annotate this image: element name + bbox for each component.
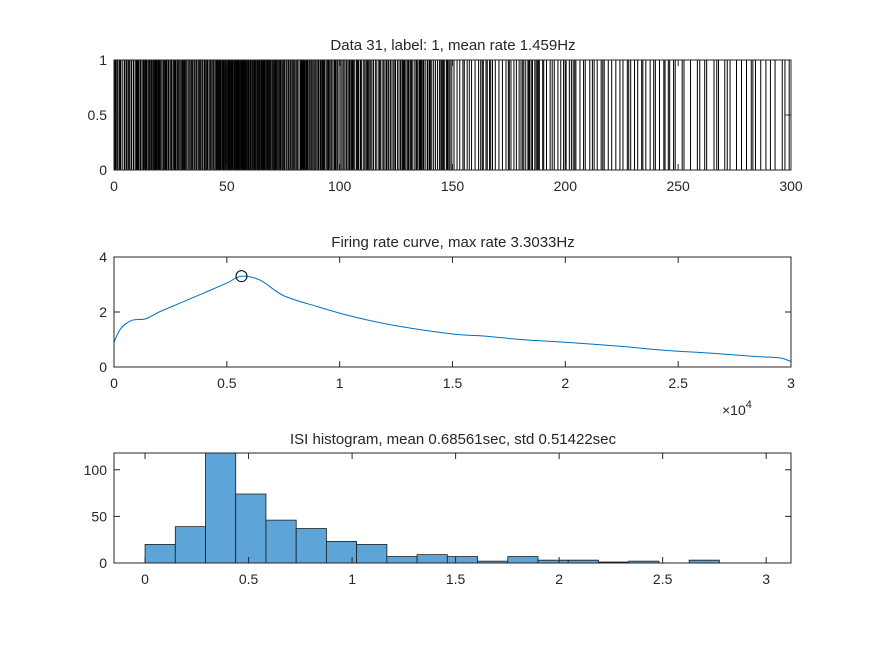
isi-bar <box>356 544 387 563</box>
rate-panel: Firing rate curve, max rate 3.3033Hz 0 0.… <box>99 234 795 418</box>
raster-x-tick-label: 50 <box>219 178 235 194</box>
raster-x-tick-label: 250 <box>666 178 690 194</box>
isi-bar-outline <box>507 556 539 563</box>
isi-x-tick-label: 1.5 <box>446 571 466 587</box>
isi-bar <box>265 520 297 563</box>
isi-x-tick-label: 0.5 <box>239 571 259 587</box>
isi-bar <box>447 556 478 563</box>
isi-title: ISI histogram, mean 0.68561sec, std 0.51… <box>290 431 617 448</box>
rate-curve-group <box>113 270 792 362</box>
isi-bar <box>175 526 206 563</box>
isi-bar <box>507 556 539 563</box>
isi-bar <box>205 453 236 563</box>
isi-bar <box>628 561 659 563</box>
isi-bar <box>145 544 176 563</box>
isi-bar <box>326 541 357 563</box>
rate-x-exponent: ×104 <box>722 399 752 418</box>
rate-x-tick-label: 2.5 <box>668 375 688 391</box>
raster-panel: Data 31, label: 1, mean rate 1.459Hz 0 50… <box>88 37 803 194</box>
rate-y-tick-label: 4 <box>99 249 107 265</box>
isi-x-tick-label: 3 <box>762 571 770 587</box>
raster-x-tick-label: 0 <box>110 178 118 194</box>
isi-bar-outline <box>567 559 599 563</box>
isi-bar <box>417 554 448 563</box>
rate-x-tick-label: 1.5 <box>443 375 463 391</box>
raster-spikes <box>113 60 790 170</box>
raster-ticks: 0 50 100 150 200 250 300 0 0.5 1 <box>88 52 803 194</box>
raster-y-tick-label: 0 <box>99 162 107 178</box>
isi-ticks: 0 0.5 1 1.5 2 2.5 3 0 50 100 <box>84 453 791 587</box>
raster-y-tick-label: 1 <box>99 52 107 68</box>
isi-bar-outline <box>628 560 660 563</box>
isi-bar <box>538 560 569 563</box>
rate-x-tick-label: 1 <box>336 375 344 391</box>
isi-bar-outline <box>688 559 720 563</box>
rate-curve <box>113 275 792 362</box>
isi-bar <box>235 494 266 563</box>
isi-x-tick-label: 0 <box>141 571 149 587</box>
rate-x-tick-label: 2 <box>561 375 569 391</box>
isi-y-tick-label: 100 <box>84 462 108 478</box>
rate-x-tick-label: 0 <box>110 375 118 391</box>
raster-x-tick-label: 200 <box>554 178 578 194</box>
isi-bar <box>386 556 418 563</box>
raster-y-tick-label: 0.5 <box>88 107 108 123</box>
raster-title: Data 31, label: 1, mean rate 1.459Hz <box>330 37 575 54</box>
isi-x-tick-label: 2 <box>555 571 563 587</box>
isi-bar <box>296 528 327 563</box>
isi-y-tick-label: 50 <box>91 508 107 524</box>
rate-title: Firing rate curve, max rate 3.3033Hz <box>331 234 574 251</box>
max-rate-marker <box>235 270 248 283</box>
isi-x-tick-label: 1 <box>348 571 356 587</box>
rate-x-tick-label: 0.5 <box>217 375 237 391</box>
isi-y-tick-label: 0 <box>99 555 107 571</box>
rate-y-tick-label: 2 <box>99 304 107 320</box>
isi-bar <box>568 560 599 563</box>
isi-bar <box>689 560 720 563</box>
isi-axes-box <box>113 452 792 564</box>
rate-y-tick-label: 0 <box>99 359 107 375</box>
isi-x-tick-label: 2.5 <box>653 571 673 587</box>
isi-bars <box>144 453 720 563</box>
raster-x-tick-label: 150 <box>441 178 465 194</box>
isi-panel: ISI histogram, mean 0.68561sec, std 0.51… <box>84 431 792 587</box>
rate-x-tick-label: 3 <box>787 375 795 391</box>
isi-bar-outline <box>446 556 478 563</box>
isi-bar-outline <box>356 543 388 563</box>
raster-x-tick-label: 100 <box>328 178 352 194</box>
rate-ticks: 0 0.5 1 1.5 2 2.5 3 0 2 4 <box>99 249 795 391</box>
isi-bar <box>477 561 508 563</box>
raster-x-tick-label: 300 <box>779 178 803 194</box>
